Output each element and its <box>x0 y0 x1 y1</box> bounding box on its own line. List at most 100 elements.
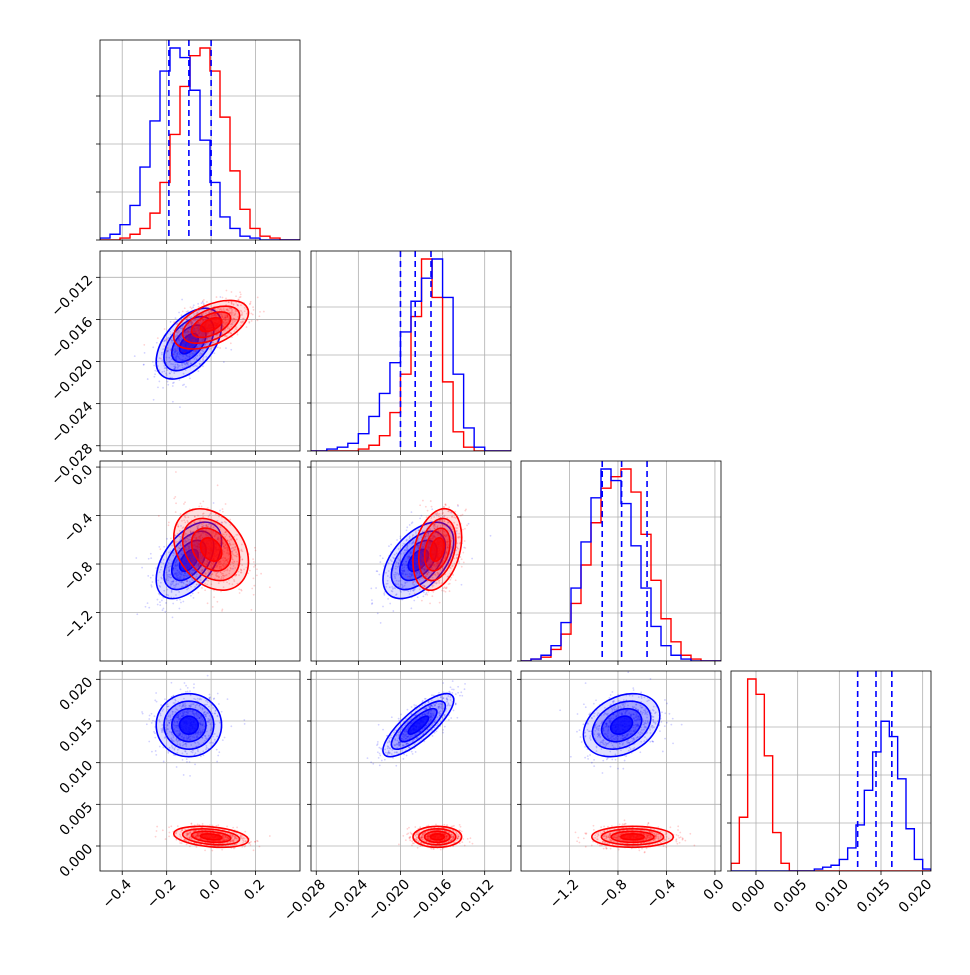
scatter-point <box>182 759 184 761</box>
scatter-point <box>193 687 195 689</box>
scatter-point <box>258 315 260 317</box>
scatter-point <box>468 523 470 525</box>
scatter-point <box>461 558 463 560</box>
scatter-point <box>263 311 265 313</box>
scatter-point <box>421 600 423 602</box>
scatter-point <box>380 622 382 624</box>
scatter-point <box>148 718 150 720</box>
scatter-point <box>172 401 174 403</box>
y-tick-label: −0.020 <box>48 357 96 405</box>
scatter-point <box>224 737 226 739</box>
scatter-point <box>184 682 186 684</box>
scatter-point <box>239 592 241 594</box>
scatter-point <box>414 593 416 595</box>
scatter-point <box>458 562 460 564</box>
scatter-point <box>237 334 239 336</box>
scatter-point <box>168 524 170 526</box>
scatter-point <box>162 387 164 389</box>
scatter-point <box>155 567 157 569</box>
scatter-point <box>155 754 157 756</box>
scatter-point <box>161 600 163 602</box>
scatter-point <box>141 567 143 569</box>
scatter-point <box>196 583 198 585</box>
scatter-point <box>252 578 254 580</box>
scatter-point <box>190 306 192 308</box>
scatter-point <box>449 590 451 592</box>
scatter-point <box>206 301 208 303</box>
scatter-point <box>249 570 251 572</box>
scatter-point <box>370 588 372 590</box>
scatter-point <box>158 381 160 383</box>
scatter-point <box>153 399 155 401</box>
scatter-point <box>201 506 203 508</box>
scatter-point <box>259 311 261 313</box>
scatter-point <box>175 317 177 319</box>
panel-content <box>134 290 265 408</box>
scatter-point <box>182 311 184 313</box>
scatter-point <box>253 566 255 568</box>
scatter-point <box>375 587 377 589</box>
panel-1-1 <box>306 251 517 455</box>
scatter-point <box>450 577 452 579</box>
scatter-point <box>141 711 143 713</box>
scatter-point <box>145 606 147 608</box>
scatter-point <box>163 546 165 548</box>
scatter-point <box>466 524 468 526</box>
scatter-point <box>230 342 232 344</box>
scatter-point <box>209 694 211 696</box>
scatter-point <box>182 601 184 603</box>
scatter-point <box>240 296 242 298</box>
scatter-point <box>154 370 156 372</box>
scatter-point <box>410 607 412 609</box>
scatter-point <box>419 504 421 506</box>
scatter-point <box>167 384 169 386</box>
scatter-point <box>150 557 152 559</box>
scatter-point <box>153 365 155 367</box>
y-tick-label: −0.4 <box>61 510 96 545</box>
y-tick-label: −1.2 <box>61 607 96 642</box>
scatter-point <box>150 584 152 586</box>
y-tick-label: −0.024 <box>48 399 96 447</box>
scatter-point <box>164 698 166 700</box>
scatter-point <box>411 522 413 524</box>
scatter-point <box>182 571 184 573</box>
scatter-point <box>240 293 242 295</box>
scatter-point <box>256 568 258 570</box>
scatter-point <box>250 313 252 315</box>
scatter-point <box>253 585 255 587</box>
scatter-point <box>165 602 167 604</box>
scatter-point <box>431 508 433 510</box>
panel-content <box>141 675 271 852</box>
scatter-point <box>135 557 137 559</box>
scatter-point <box>164 328 166 330</box>
scatter-point <box>256 574 258 576</box>
scatter-point <box>246 326 248 328</box>
scatter-point <box>431 595 433 597</box>
scatter-point <box>411 539 413 541</box>
scatter-point <box>240 589 242 591</box>
scatter-point <box>186 761 188 763</box>
scatter-point <box>173 321 175 323</box>
scatter-point <box>160 704 162 706</box>
y-tick-label: −0.012 <box>48 272 96 320</box>
scatter-point <box>204 589 206 591</box>
scatter-point <box>446 587 448 589</box>
scatter-point <box>193 683 195 685</box>
scatter-point <box>163 761 165 763</box>
scatter-point <box>176 323 178 325</box>
scatter-point <box>213 502 215 504</box>
scatter-point <box>202 365 204 367</box>
scatter-point <box>193 597 195 599</box>
scatter-point <box>175 471 177 473</box>
scatter-point <box>408 557 410 559</box>
scatter-point <box>153 731 155 733</box>
scatter-point <box>183 774 185 776</box>
scatter-point <box>389 603 391 605</box>
scatter-point <box>410 578 412 580</box>
scatter-point <box>197 592 199 594</box>
scatter-point <box>253 309 255 311</box>
scatter-point <box>213 697 215 699</box>
scatter-point <box>188 361 190 363</box>
scatter-point <box>194 763 196 765</box>
scatter-point <box>202 500 204 502</box>
